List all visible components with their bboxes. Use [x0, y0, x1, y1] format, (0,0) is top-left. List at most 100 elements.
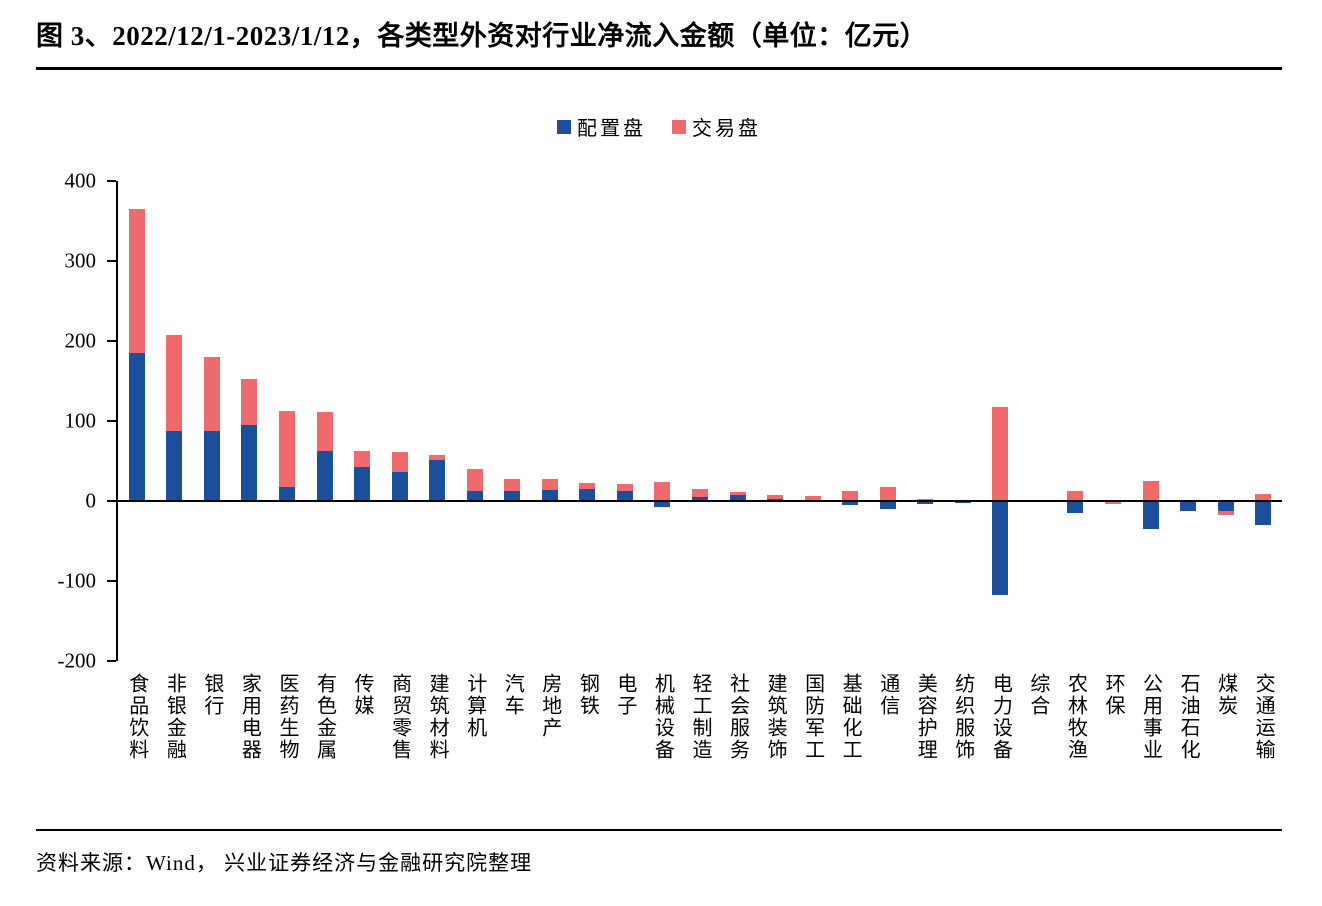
y-tick-mark — [107, 500, 116, 502]
chart-legend: 配置盘 交易盘 — [36, 112, 1282, 141]
category-name: 银行 — [200, 673, 223, 717]
bar-group — [869, 181, 907, 661]
bar-group — [794, 181, 832, 661]
legend-label: 交易盘 — [692, 118, 761, 140]
category-name: 食品饮料 — [125, 673, 148, 761]
y-tick-label: 300 — [64, 248, 97, 273]
footer-divider — [36, 829, 1282, 831]
bar-segment-allocation — [128, 353, 145, 501]
x-axis-label: 石油石化 — [1169, 673, 1207, 813]
category-name: 房地产 — [538, 673, 561, 739]
bar-segment-allocation — [729, 495, 746, 501]
source-note: 资料来源：Wind， 兴业证券经济与金融研究院整理 — [36, 851, 533, 875]
x-axis-label: 传媒 — [343, 673, 381, 813]
x-axis-label: 房地产 — [531, 673, 569, 813]
bar-group — [569, 181, 607, 661]
zero-axis-line — [118, 500, 1282, 502]
bar-segment-allocation — [992, 501, 1009, 595]
bar-group — [1094, 181, 1132, 661]
x-axis-label: 银行 — [193, 673, 231, 813]
bar-group — [644, 181, 682, 661]
category-name: 机械设备 — [651, 673, 674, 761]
bar-segment-trading — [879, 487, 896, 501]
bar-segment-trading — [354, 450, 371, 467]
bar-segment-allocation — [354, 466, 371, 501]
x-axis-label: 家用电器 — [231, 673, 269, 813]
x-axis-labels: 食品饮料 非银金融 银行 家用电器 医药生物 有色金属 传媒 商贸零售 建筑材料 计算机 汽车 房地产… — [118, 673, 1282, 813]
bar-group — [719, 181, 757, 661]
bar-segment-allocation — [579, 489, 596, 501]
bar-chart: 400 300 200 100 0 -100 -200 — [36, 169, 1282, 673]
x-axis-label: 非银金融 — [156, 673, 194, 813]
x-axis-label: 电力设备 — [982, 673, 1020, 813]
y-tick-label: 200 — [64, 328, 97, 353]
bar-segment-allocation — [917, 501, 934, 505]
y-tick-mark — [107, 420, 116, 422]
category-name: 轻工制造 — [688, 673, 711, 761]
x-axis-label: 食品饮料 — [118, 673, 156, 813]
category-name: 家用电器 — [238, 673, 261, 761]
y-tick-mark — [107, 340, 116, 342]
bar-segment-allocation — [842, 501, 859, 505]
bars-container — [118, 181, 1282, 661]
bar-group — [681, 181, 719, 661]
bar-group — [982, 181, 1020, 661]
x-axis-label: 国防军工 — [794, 673, 832, 813]
y-tick-label: -200 — [57, 648, 97, 673]
bar-group — [381, 181, 419, 661]
category-name: 美容护理 — [914, 673, 937, 761]
bar-segment-allocation — [879, 501, 896, 509]
category-name: 环保 — [1101, 673, 1124, 717]
category-name: 交通运输 — [1252, 673, 1275, 761]
bar-segment-trading — [992, 406, 1009, 501]
bar-segment-trading — [1104, 501, 1121, 505]
bar-group — [418, 181, 456, 661]
bar-group — [1244, 181, 1282, 661]
bar-group — [1057, 181, 1095, 661]
bar-segment-allocation — [278, 486, 295, 501]
x-axis-label: 综合 — [1019, 673, 1057, 813]
bar-group — [944, 181, 982, 661]
report-page: 图 3、2022/12/1-2023/1/12，各类型外资对行业净流入金额（单位… — [36, 21, 1282, 875]
bar-segment-trading — [1067, 491, 1084, 501]
bar-segment-allocation — [203, 431, 220, 501]
bar-group — [831, 181, 869, 661]
category-name: 社会服务 — [726, 673, 749, 761]
x-axis-label: 农林牧渔 — [1057, 673, 1095, 813]
bar-segment-trading — [579, 483, 596, 489]
bar-segment-trading — [504, 478, 521, 492]
y-tick-label: 400 — [64, 168, 97, 193]
bar-segment-trading — [429, 455, 446, 461]
category-name: 汽车 — [501, 673, 524, 717]
x-axis-label: 机械设备 — [644, 673, 682, 813]
x-axis-label: 纺织服饰 — [944, 673, 982, 813]
bar-group — [1019, 181, 1057, 661]
category-name: 商贸零售 — [388, 673, 411, 761]
bar-segment-trading — [391, 452, 408, 473]
bar-segment-trading — [767, 494, 784, 500]
x-axis-label: 通信 — [869, 673, 907, 813]
legend-item: 配置盘 — [557, 112, 646, 141]
x-axis-label: 电子 — [606, 673, 644, 813]
category-name: 煤炭 — [1214, 673, 1237, 717]
legend-item: 交易盘 — [672, 112, 761, 141]
y-tick-label: 0 — [85, 488, 97, 513]
category-name: 基础化工 — [839, 673, 862, 761]
category-name: 计算机 — [463, 673, 486, 739]
bar-group — [606, 181, 644, 661]
bar-group — [193, 181, 231, 661]
x-axis-label: 公用事业 — [1132, 673, 1170, 813]
x-axis-label: 基础化工 — [831, 673, 869, 813]
bar-segment-trading — [166, 335, 183, 431]
chart-title: 图 3、2022/12/1-2023/1/12，各类型外资对行业净流入金额（单位… — [36, 21, 928, 51]
x-axis-label: 商贸零售 — [381, 673, 419, 813]
bar-segment-allocation — [1180, 501, 1197, 511]
bar-group — [1132, 181, 1170, 661]
bar-segment-trading — [128, 209, 145, 353]
x-axis-label: 钢铁 — [569, 673, 607, 813]
bar-segment-trading — [1255, 493, 1272, 501]
bar-segment-trading — [842, 491, 859, 501]
bar-group — [118, 181, 156, 661]
x-axis-label: 交通运输 — [1244, 673, 1282, 813]
title-divider — [36, 67, 1282, 70]
